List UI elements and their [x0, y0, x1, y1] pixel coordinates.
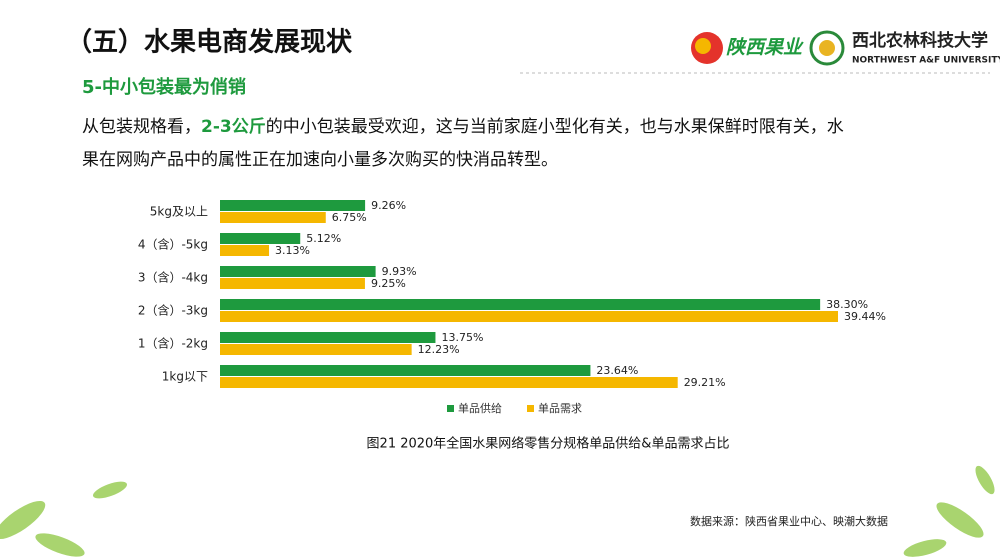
bar — [220, 233, 301, 244]
text-run: 的中小包装最受欢迎，这与当前家庭小型化有关，也与水果保鲜时限有关，水 — [266, 117, 844, 137]
bar — [220, 377, 678, 388]
bar — [220, 299, 821, 310]
data-label: 13.75% — [441, 331, 483, 344]
paragraph-line: 果在网购产品中的属性正在加速向小量多次购买的快消品转型。 — [82, 150, 558, 170]
bar — [220, 212, 326, 223]
source-note: 数据来源：陕西省果业中心、映潮大数据 — [690, 514, 888, 528]
legend-swatch — [527, 405, 534, 412]
legend-label: 单品需求 — [538, 402, 582, 415]
data-label: 29.21% — [684, 376, 726, 389]
logo-text: 西北农林科技大学 — [852, 30, 988, 51]
data-label: 3.13% — [275, 244, 310, 257]
slide-title: （五）水果电商发展现状 — [66, 27, 353, 58]
data-label: 9.26% — [371, 199, 406, 212]
highlight: 2-3公斤 — [201, 117, 266, 137]
chart: 5kg及以上 9.26% 6.75% 4（含）-5kg 5.12%3.13% 3（含）-4… — [138, 199, 886, 415]
y-tick-label: 3（含）-4kg — [138, 270, 208, 285]
legend-swatch — [447, 405, 454, 412]
bar — [220, 344, 412, 355]
data-label: 9.25% — [371, 277, 406, 290]
bar — [220, 365, 591, 376]
logo-text: NORTHWEST A&F UNIVERSITY — [852, 56, 1000, 66]
logo-icon — [695, 38, 711, 54]
y-tick-label: 1kg以下 — [162, 370, 208, 384]
chart-caption: 图21 2020年全国水果网络零售分规格单品供给&单品需求占比 — [367, 436, 730, 452]
y-tick-label: 2（含）-3kg — [138, 303, 208, 318]
bar — [220, 245, 270, 256]
bar — [220, 311, 838, 322]
text-run: 从包装规格看， — [82, 117, 201, 137]
bar — [220, 332, 436, 343]
subtitle: 5-中小包装最为俏销 — [82, 76, 246, 98]
logo-text: 陕西果业 — [726, 37, 804, 59]
bar — [220, 278, 365, 289]
legend-label: 单品供给 — [458, 401, 502, 415]
data-label: 9.93% — [382, 265, 417, 278]
bar — [220, 266, 376, 277]
data-label: 6.75% — [332, 211, 367, 224]
y-tick-label: 5kg及以上 — [150, 205, 208, 219]
data-label: 23.64% — [596, 364, 638, 377]
leaf-decoration — [0, 465, 995, 557]
data-label: 38.30% — [826, 298, 868, 311]
paragraph-line: 从包装规格看，2-3公斤的中小包装最受欢迎，这与当前家庭小型化有关，也与水果保鲜… — [82, 117, 844, 137]
y-tick-label: 1（含）-2kg — [138, 336, 208, 351]
data-label: 12.23% — [418, 343, 460, 356]
data-label: 39.44% — [844, 310, 886, 323]
data-label: 5.12% — [306, 232, 341, 245]
y-tick-label: 4（含）-5kg — [138, 237, 208, 252]
bar — [220, 200, 366, 211]
logo-icon — [819, 40, 835, 56]
